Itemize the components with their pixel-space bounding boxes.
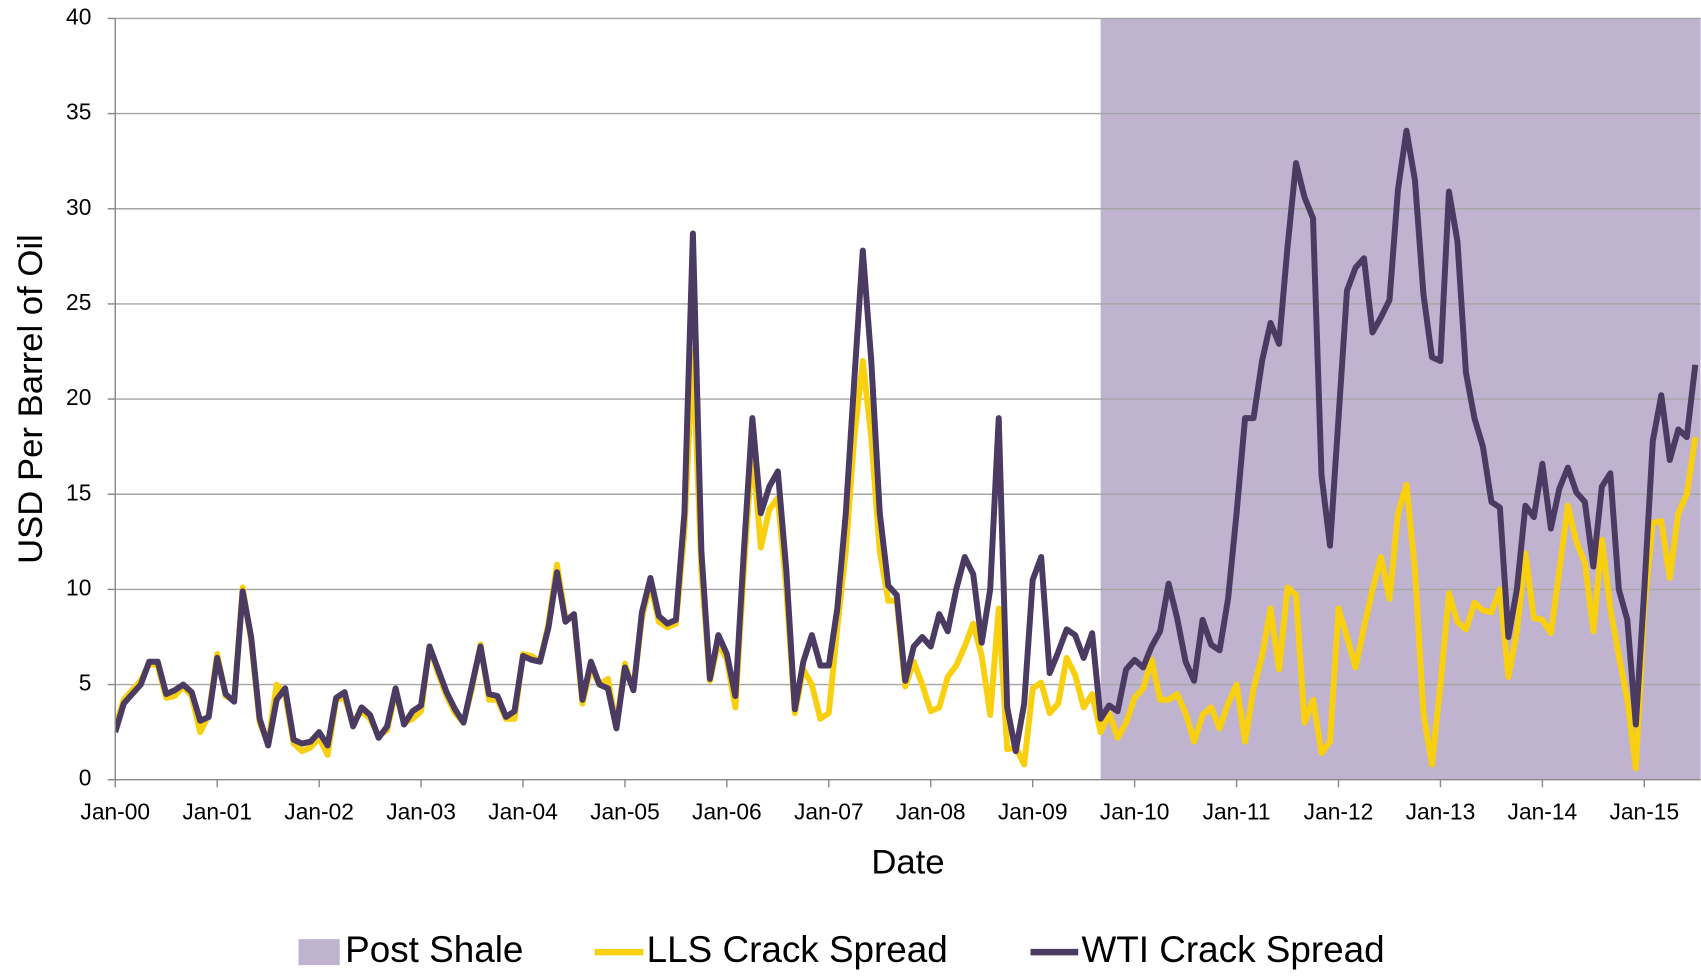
x-axis-title: Date [871, 843, 944, 881]
x-tick-label: Jan-01 [182, 798, 252, 824]
x-tick-label: Jan-12 [1304, 798, 1374, 824]
x-tick-label: Jan-08 [896, 798, 966, 824]
y-tick-label: 20 [66, 384, 91, 410]
legend-label: Post Shale [345, 929, 523, 970]
legend: Post Shale LLS Crack Spread WTI Crack Spre… [298, 929, 1385, 970]
x-tick-label: Jan-09 [998, 798, 1068, 824]
legend-label: LLS Crack Spread [647, 929, 948, 970]
x-tick-label: Jan-00 [80, 798, 150, 824]
x-tick-label: Jan-03 [386, 798, 456, 824]
y-tick-label: 5 [79, 670, 92, 696]
legend-label: WTI Crack Spread [1081, 929, 1384, 970]
x-tick-label: Jan-07 [794, 798, 864, 824]
series-line [115, 127, 1699, 755]
y-tick-label: 15 [66, 479, 91, 505]
x-tick-label: Jan-11 [1203, 798, 1271, 824]
y-tick-label: 30 [66, 194, 91, 220]
y-axis-title: USD Per Barrel of Oil [12, 234, 50, 564]
x-tick-label: Jan-02 [284, 798, 354, 824]
axes: 0 5 10 15 20 25 30 35 40 Jan-00 Jan-01 Jan-02 Jan-03… [66, 3, 1701, 824]
x-tick-label: Jan-14 [1508, 798, 1578, 824]
legend-swatch [298, 939, 340, 966]
y-tick-label: 25 [66, 289, 91, 315]
x-tick-label: Jan-10 [1100, 798, 1170, 824]
plot-lines [115, 127, 1699, 772]
x-tick-label: Jan-13 [1406, 798, 1476, 824]
x-tick-label: Jan-04 [488, 798, 558, 824]
x-tick-label: Jan-06 [692, 798, 762, 824]
y-tick-label: 0 [79, 765, 92, 791]
x-tick-label: Jan-05 [590, 798, 660, 824]
x-tick-label: Jan-15 [1610, 798, 1680, 824]
y-tick-label: 40 [66, 3, 91, 29]
y-tick-label: 35 [66, 99, 91, 125]
y-tick-label: 10 [66, 574, 91, 600]
